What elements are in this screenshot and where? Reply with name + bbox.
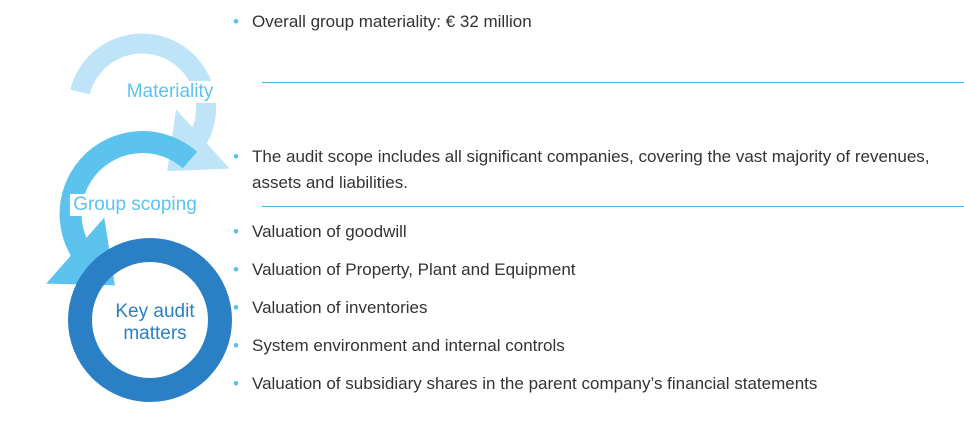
separator xyxy=(262,206,964,207)
node-label: Group scoping xyxy=(73,194,197,215)
bullet-item: Valuation of Property, Plant and Equipme… xyxy=(233,257,964,283)
bullet-item: Valuation of goodwill xyxy=(233,219,964,245)
arc-group-scoping xyxy=(46,131,198,286)
node-label: Materiality xyxy=(127,81,214,102)
node-label: Key audit xyxy=(115,301,195,322)
label-bg xyxy=(114,81,226,103)
bullet-item: Overall group materiality: € 32 million xyxy=(233,9,964,35)
bullet-item: The audit scope includes all significant… xyxy=(233,144,964,196)
label-bg xyxy=(69,194,201,216)
bullet-item: System environment and internal controls xyxy=(233,333,964,359)
bullet-item: Valuation of subsidiary shares in the pa… xyxy=(233,371,964,397)
separator xyxy=(262,82,964,83)
bullet-item: Valuation of inventories xyxy=(233,295,964,321)
ring-key-audit xyxy=(68,238,232,402)
node-label: matters xyxy=(123,323,186,344)
arc-materiality xyxy=(70,33,230,172)
label-bg xyxy=(108,301,202,345)
